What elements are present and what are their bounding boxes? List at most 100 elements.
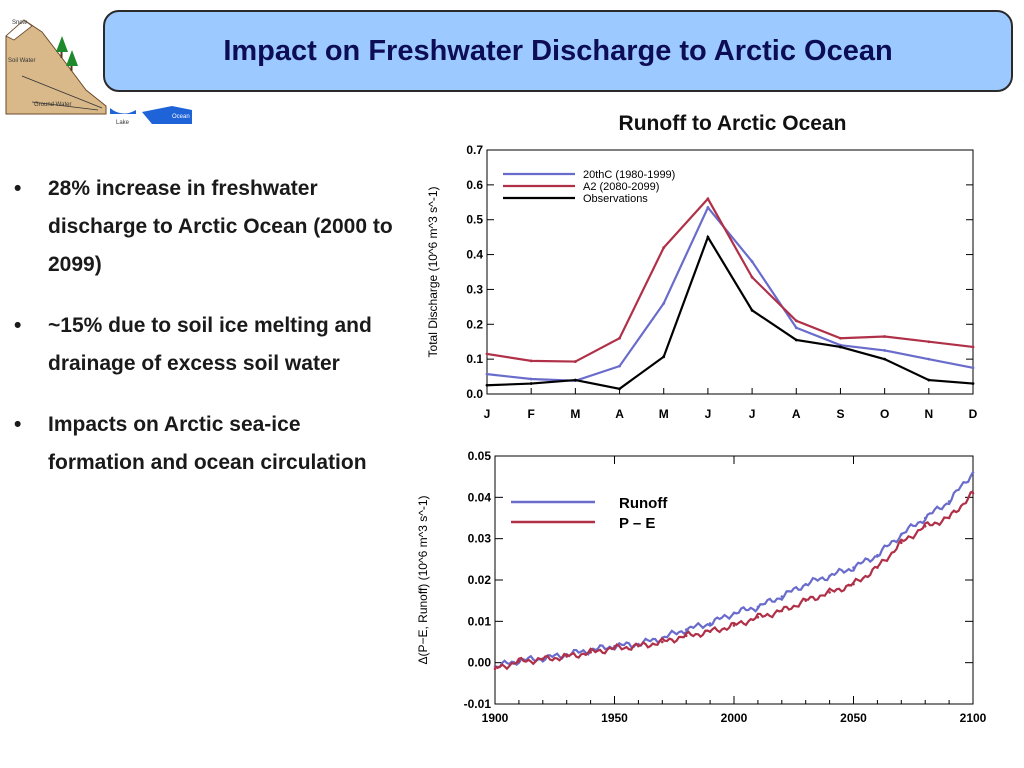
data-point (529, 382, 533, 385)
data-point (573, 360, 577, 363)
data-point (883, 349, 887, 352)
data-point (883, 357, 887, 361)
data-point (541, 658, 545, 661)
data-point (529, 377, 533, 381)
logo-label-ground-water: Ground Water (34, 102, 71, 108)
x-tick-label: 2000 (721, 711, 748, 725)
data-point (923, 516, 927, 520)
plot-frame (494, 455, 974, 705)
x-tick-label: J (749, 407, 756, 421)
data-point (493, 667, 497, 671)
logo-label-snow: Snow (12, 20, 28, 26)
data-point (706, 206, 710, 209)
x-tick-label: 2100 (960, 711, 987, 725)
title-banner: Impact on Freshwater Discharge to Arctic… (103, 10, 1013, 92)
data-point (971, 382, 975, 385)
data-point (750, 275, 754, 279)
legend-label: P – E (619, 515, 655, 532)
legend-label: Observations (583, 193, 648, 205)
bullet-item: • 28% increase in freshwater discharge t… (14, 170, 394, 284)
data-point (485, 352, 489, 356)
y-tick-label: 0.0 (466, 387, 483, 401)
y-tick-label: 0.04 (468, 490, 492, 504)
data-point (706, 197, 710, 201)
data-point (839, 336, 842, 340)
chart-title-runoff: Runoff to Arctic Ocean (618, 112, 847, 135)
data-point (517, 660, 521, 663)
bullet-symbol: • (14, 177, 22, 200)
data-point (947, 500, 951, 503)
y-tick-label: 0.05 (468, 449, 492, 463)
logo-label-lake: Lake (116, 120, 130, 126)
series-line (486, 196, 974, 363)
x-tick-label: 1950 (601, 711, 628, 725)
legend-label: Runoff (619, 495, 668, 512)
y-tick-label: 0.2 (466, 317, 483, 331)
plot-frame (486, 149, 974, 395)
series-line (494, 490, 974, 671)
y-axis-label: Total Discharge (10^6 m^3 s^-1) (426, 187, 440, 358)
data-point (618, 387, 621, 391)
x-tick-label: A (792, 407, 801, 421)
y-tick-label: 0.4 (466, 248, 483, 262)
data-point (589, 651, 592, 654)
y-tick-label: 0.6 (466, 178, 483, 192)
data-point (732, 611, 736, 615)
slide-title: Impact on Freshwater Discharge to Arctic… (223, 34, 893, 67)
data-point (804, 599, 807, 602)
y-tick-label: 0.00 (468, 656, 492, 670)
data-point (876, 566, 879, 569)
data-point (750, 308, 754, 312)
x-tick-label: M (570, 407, 580, 421)
data-point (613, 646, 616, 650)
data-point (927, 378, 931, 382)
data-point (529, 359, 533, 363)
series-line (486, 205, 974, 382)
x-tick-label: S (836, 407, 844, 421)
data-point (637, 644, 640, 648)
data-point (750, 260, 754, 263)
data-point (852, 582, 855, 586)
x-tick-label: A (615, 407, 624, 421)
hydrology-logo: Snow Soil Water Ground Water Lake Ocean (5, 19, 192, 126)
data-point (618, 364, 621, 368)
x-tick-label: J (705, 407, 712, 421)
y-tick-label: 0.1 (466, 352, 483, 366)
data-point (971, 345, 975, 349)
x-tick-label: D (969, 407, 978, 421)
data-point (876, 553, 879, 557)
y-axis-label: Δ(P−E, Runoff) (10^6 m^3 s^-1) (416, 495, 430, 664)
y-tick-label: 0.03 (468, 532, 492, 546)
data-point (662, 301, 666, 305)
data-point (756, 605, 760, 609)
data-point (708, 630, 712, 633)
x-tick-label: M (659, 407, 669, 421)
data-point (485, 372, 489, 376)
logo-label-soil-water: Soil Water (8, 58, 35, 64)
y-tick-label: 0.3 (466, 282, 483, 296)
data-point (756, 615, 760, 619)
bullet-list: • 28% increase in freshwater discharge t… (14, 170, 394, 505)
data-point (565, 655, 568, 658)
legend-label: A2 (2080-2099) (583, 181, 659, 193)
data-point (828, 591, 831, 594)
delta-trend-chart: -0.01 0.00 0.01 0.02 0.03 0.04 0.05 1900 1950 200… (416, 449, 987, 725)
bullet-text: ~15% due to soil ice melting and drainag… (48, 314, 372, 375)
data-point (794, 319, 798, 323)
x-tick-label: J (484, 407, 491, 421)
data-point (684, 634, 688, 638)
legend-label: 20thC (1980-1999) (583, 169, 675, 181)
data-point (947, 516, 951, 520)
logo-label-ocean: Ocean (172, 114, 190, 120)
data-point (927, 357, 931, 361)
y-tick-label: 0.7 (466, 143, 483, 157)
data-point (794, 338, 798, 342)
data-point (794, 326, 798, 330)
bullet-text: Impacts on Arctic sea-ice formation and … (48, 413, 367, 474)
data-point (923, 524, 927, 528)
bullet-item: • Impacts on Arctic sea-ice formation an… (14, 406, 394, 482)
data-point (839, 345, 842, 349)
x-tick-label: 1900 (482, 711, 509, 725)
data-point (828, 574, 831, 578)
data-point (900, 541, 903, 545)
